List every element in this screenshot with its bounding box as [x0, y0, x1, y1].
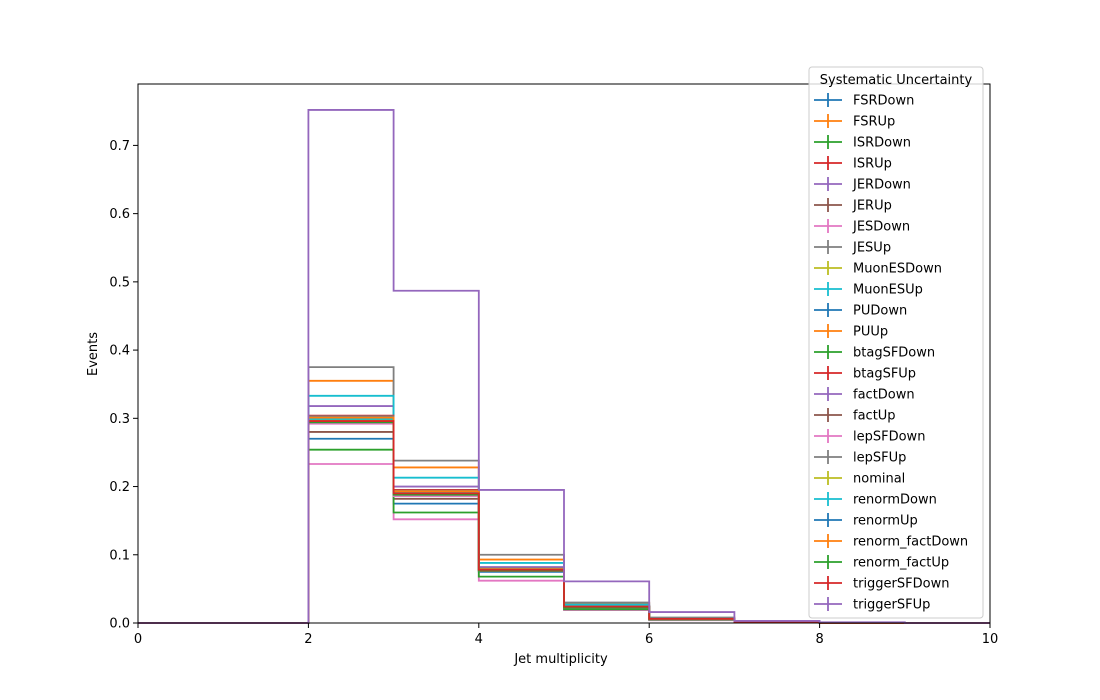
x-tick-label: 8 [815, 632, 823, 647]
y-tick-label: 0.7 [109, 139, 130, 154]
legend-label: triggerSFDown [853, 577, 949, 592]
legend-entry-FSRUp: FSRUp [814, 114, 895, 130]
legend-entry-nominal: nominal [814, 471, 905, 487]
y-tick-label: 0.5 [109, 275, 130, 290]
plot-frame [137, 83, 991, 624]
x-tick-label: 2 [304, 632, 312, 647]
legend-entry-factDown: factDown [814, 387, 915, 403]
y-tick-label: 0.4 [109, 344, 130, 359]
legend-entry-ISRDown: ISRDown [814, 135, 911, 151]
legend-label: btagSFDown [853, 346, 935, 361]
legend-label: renorm_factUp [853, 556, 949, 571]
legend-label: ISRDown [853, 136, 911, 151]
legend-entry-btagSFDown: btagSFDown [814, 345, 935, 361]
legend-label: JESUp [852, 241, 891, 256]
y-tick-label: 0.0 [109, 617, 130, 632]
x-tick-label: 0 [134, 632, 142, 647]
legend-label: triggerSFUp [853, 598, 930, 613]
legend-entry-JERUp: JERUp [814, 198, 892, 214]
series-line-triggerSFUp [138, 109, 990, 624]
legend-entry-FSRDown: FSRDown [814, 93, 914, 109]
legend-label: renorm_factDown [853, 535, 968, 550]
legend-label: JERUp [852, 199, 892, 214]
legend-entry-JESUp: JESUp [814, 240, 891, 256]
legend-entry-JERDown: JERDown [814, 177, 911, 193]
legend: Systematic Uncertainty FSRDown FSRUp ISRDow… [808, 66, 984, 619]
y-tick-label: 0.2 [109, 480, 130, 495]
x-axis-title: Jet multiplicity [513, 652, 608, 667]
legend-label: MuonESDown [853, 262, 942, 277]
legend-label: renormUp [853, 514, 918, 529]
legend-label: JERDown [852, 178, 911, 193]
legend-label: FSRUp [853, 115, 895, 130]
legend-entry-PUDown: PUDown [814, 303, 907, 319]
legend-entry-btagSFUp: btagSFUp [814, 366, 916, 382]
legend-label: factDown [853, 388, 915, 403]
legend-label: nominal [853, 472, 905, 487]
legend-entry-factUp: factUp [814, 408, 896, 424]
legend-label: lepSFDown [853, 430, 925, 445]
legend-label: MuonESUp [853, 283, 923, 298]
legend-entry-renorm_factDown: renorm_factDown [814, 534, 968, 550]
y-axis: 0.0 0.1 0.2 0.3 0.4 0.5 0.6 0.7 [109, 139, 138, 632]
legend-label: PUDown [853, 304, 907, 319]
legend-entry-JESDown: JESDown [814, 219, 910, 235]
legend-label: factUp [853, 409, 896, 424]
legend-entry-triggerSFUp: triggerSFUp [814, 597, 930, 613]
legend-label: renormDown [853, 493, 937, 508]
legend-entry-renormUp: renormUp [814, 513, 918, 529]
plot-area [137, 83, 991, 624]
legend-box [808, 66, 984, 619]
y-axis-title: Events [86, 332, 101, 376]
legend-entry-renormDown: renormDown [814, 492, 937, 508]
y-tick-label: 0.1 [109, 548, 130, 563]
x-tick-label: 4 [475, 632, 483, 647]
y-tick-label: 0.3 [109, 412, 130, 427]
legend-entry-lepSFDown: lepSFDown [814, 429, 925, 445]
legend-entry-MuonESDown: MuonESDown [814, 261, 942, 277]
legend-label: btagSFUp [853, 367, 916, 382]
legend-entry-ISRUp: ISRUp [814, 156, 892, 172]
x-tick-label: 10 [982, 632, 999, 647]
legend-entry-renorm_factUp: renorm_factUp [814, 555, 949, 571]
legend-title: Systematic Uncertainty [820, 73, 973, 88]
legend-entry-PUUp: PUUp [814, 324, 888, 340]
legend-label: JESDown [852, 220, 910, 235]
legend-entry-MuonESUp: MuonESUp [814, 282, 923, 298]
legend-entry-lepSFUp: lepSFUp [814, 450, 906, 466]
y-tick-label: 0.6 [109, 207, 130, 222]
x-axis: 0 2 4 6 8 10 [134, 623, 998, 647]
x-tick-label: 6 [645, 632, 653, 647]
legend-label: PUUp [853, 325, 888, 340]
legend-label: FSRDown [853, 94, 914, 109]
legend-entry-triggerSFDown: triggerSFDown [814, 576, 949, 592]
legend-label: lepSFUp [853, 451, 906, 466]
legend-label: ISRUp [853, 157, 892, 172]
